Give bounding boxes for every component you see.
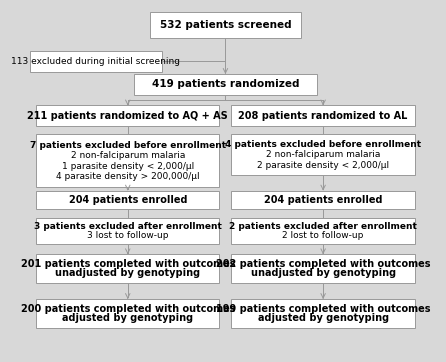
FancyBboxPatch shape [231,191,415,209]
Text: 7 patients excluded before enrollment: 7 patients excluded before enrollment [30,140,226,150]
Text: 2 parasite density < 2,000/μl: 2 parasite density < 2,000/μl [257,161,389,169]
Text: adjusted by genotyping: adjusted by genotyping [62,313,193,323]
Text: 200 patients completed with outcomes: 200 patients completed with outcomes [21,304,235,313]
Text: 532 patients screened: 532 patients screened [160,20,291,30]
Text: 211 patients randomized to AQ + AS: 211 patients randomized to AQ + AS [27,111,228,121]
FancyBboxPatch shape [150,12,301,38]
Text: 3 lost to follow-up: 3 lost to follow-up [87,231,169,240]
Text: 2 lost to follow-up: 2 lost to follow-up [282,231,364,240]
FancyBboxPatch shape [36,254,219,283]
FancyBboxPatch shape [231,105,415,126]
Text: 2 non-falciparum malaria: 2 non-falciparum malaria [266,150,380,159]
FancyBboxPatch shape [231,299,415,328]
Text: unadjusted by genotyping: unadjusted by genotyping [251,269,396,278]
Text: 201 patients completed with outcomes: 201 patients completed with outcomes [21,259,235,269]
FancyBboxPatch shape [231,134,415,175]
Text: 208 patients randomized to AL: 208 patients randomized to AL [239,111,408,121]
FancyBboxPatch shape [36,105,219,126]
Text: 2 non-falciparum malaria: 2 non-falciparum malaria [70,151,185,160]
Text: 3 patients excluded after enrollment: 3 patients excluded after enrollment [34,222,222,231]
Text: 4 parasite density > 200,000/μl: 4 parasite density > 200,000/μl [56,172,199,181]
Text: 202 patients completed with outcomes: 202 patients completed with outcomes [216,259,430,269]
Text: 2 patients excluded after enrollment: 2 patients excluded after enrollment [229,222,417,231]
Text: 4 patients excluded before enrollment: 4 patients excluded before enrollment [225,140,421,149]
Text: adjusted by genotyping: adjusted by genotyping [258,313,389,323]
Text: 204 patients enrolled: 204 patients enrolled [264,195,382,205]
Text: 419 patients randomized: 419 patients randomized [152,79,299,89]
FancyBboxPatch shape [36,134,219,188]
FancyBboxPatch shape [134,74,317,95]
FancyBboxPatch shape [231,254,415,283]
Text: unadjusted by genotyping: unadjusted by genotyping [55,269,200,278]
FancyBboxPatch shape [30,51,161,72]
FancyBboxPatch shape [36,299,219,328]
Text: 199 patients completed with outcomes: 199 patients completed with outcomes [216,304,430,313]
FancyBboxPatch shape [231,218,415,244]
FancyBboxPatch shape [36,191,219,209]
Text: 1 parasite density < 2,000/μl: 1 parasite density < 2,000/μl [62,162,194,171]
Text: 204 patients enrolled: 204 patients enrolled [69,195,187,205]
FancyBboxPatch shape [36,218,219,244]
Text: 113 excluded during initial screening: 113 excluded during initial screening [11,56,180,66]
